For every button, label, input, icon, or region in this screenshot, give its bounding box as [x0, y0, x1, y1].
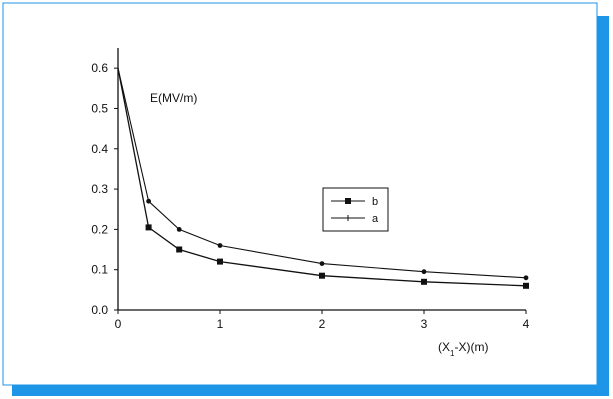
x-tick-label: 4 — [523, 317, 530, 331]
y-tick-label: 0.2 — [91, 222, 108, 236]
legend-marker-b — [345, 198, 351, 204]
y-tick-label: 0.5 — [91, 101, 108, 115]
y-tick-label: 0.3 — [91, 182, 108, 196]
x-tick-label: 0 — [115, 317, 122, 331]
data-point-b — [217, 258, 223, 265]
x-tick-label: 3 — [421, 317, 428, 331]
data-point-b — [319, 272, 325, 279]
data-point-b — [523, 282, 529, 289]
x-tick-label: 2 — [319, 317, 326, 331]
y-tick-label: 0.1 — [91, 263, 108, 277]
y-tick-label: 0.6 — [91, 61, 108, 75]
legend-label-b: b — [372, 196, 378, 208]
data-point-a — [146, 198, 152, 204]
data-point-a — [217, 243, 223, 248]
data-point-b — [421, 278, 427, 285]
data-point-b — [176, 246, 183, 253]
data-point-b — [145, 224, 152, 231]
data-point-a — [319, 261, 325, 266]
y-axis-title: E(MV/m) — [150, 91, 197, 105]
y-tick-label: 0.0 — [91, 303, 108, 317]
data-point-a — [421, 269, 427, 275]
data-point-a — [523, 275, 529, 281]
y-tick-label: 0.4 — [91, 142, 108, 156]
data-point-a — [176, 227, 182, 232]
x-tick-label: 1 — [217, 317, 224, 331]
legend-box — [322, 187, 389, 232]
chart-card — [2, 2, 598, 386]
x-axis-title: (X1-X)(m) — [438, 340, 488, 358]
plot-area: 0 1 2 3 4 0.0 0.1 0.2 0.3 0.4 0.5 0.6 ba — [91, 48, 530, 331]
legend-label-a: a — [372, 213, 379, 225]
